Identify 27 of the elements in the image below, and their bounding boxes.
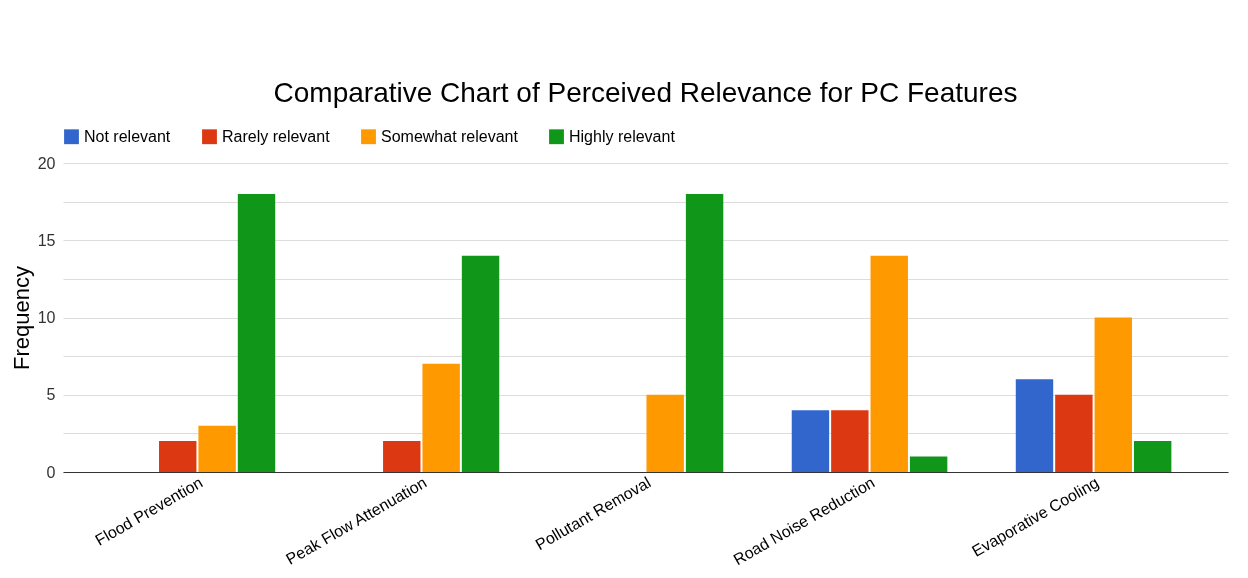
y-tick-label: 20 (37, 154, 56, 172)
bar (237, 193, 276, 472)
bar (685, 193, 724, 472)
bar (1015, 379, 1054, 472)
legend-label: Not relevant (84, 127, 171, 145)
bar (383, 441, 421, 472)
chart-title: Comparative Chart of Perceived Relevance for PC Features (273, 77, 1018, 108)
y-tick-label: 0 (46, 463, 56, 481)
legend-label: Highly relevant (569, 127, 676, 145)
bar (870, 255, 908, 472)
bar (422, 363, 460, 472)
bar (1133, 441, 1172, 472)
legend-label: Somewhat relevant (381, 127, 519, 145)
bar (159, 441, 197, 472)
legend-label: Rarely relevant (222, 127, 331, 145)
bar (1055, 394, 1093, 472)
bar (646, 394, 684, 472)
bar (831, 410, 869, 472)
bar (1094, 317, 1132, 472)
bar (198, 425, 236, 472)
y-axis-title: Frequency (8, 266, 34, 370)
y-tick-label: 15 (37, 231, 56, 249)
bar (461, 255, 500, 472)
y-tick-label: 10 (37, 309, 56, 326)
bar (791, 410, 830, 472)
bar (909, 456, 948, 472)
y-tick-label: 5 (46, 386, 56, 404)
